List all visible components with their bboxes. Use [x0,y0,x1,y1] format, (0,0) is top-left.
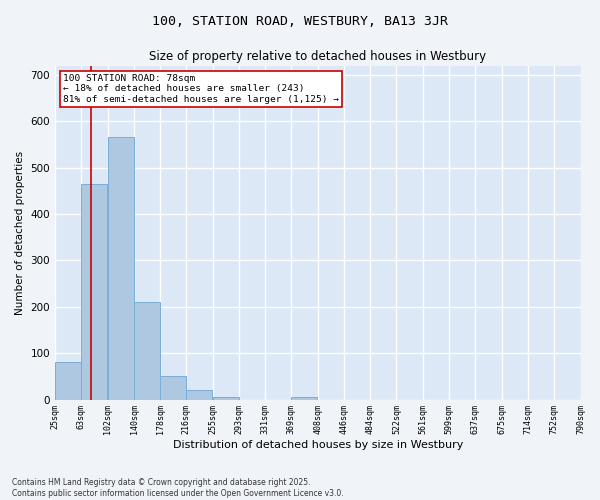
Y-axis label: Number of detached properties: Number of detached properties [15,150,25,314]
Bar [134,302,160,400]
Bar [213,398,239,400]
Text: 100 STATION ROAD: 78sqm
← 18% of detached houses are smaller (243)
81% of semi-d: 100 STATION ROAD: 78sqm ← 18% of detache… [63,74,339,104]
Text: 100, STATION ROAD, WESTBURY, BA13 3JR: 100, STATION ROAD, WESTBURY, BA13 3JR [152,15,448,28]
Bar [81,184,107,400]
Bar [160,376,186,400]
Bar [108,138,134,400]
Bar [55,362,81,400]
Text: Contains HM Land Registry data © Crown copyright and database right 2025.
Contai: Contains HM Land Registry data © Crown c… [12,478,344,498]
X-axis label: Distribution of detached houses by size in Westbury: Distribution of detached houses by size … [173,440,463,450]
Bar [292,398,317,400]
Title: Size of property relative to detached houses in Westbury: Size of property relative to detached ho… [149,50,487,63]
Bar [186,390,212,400]
